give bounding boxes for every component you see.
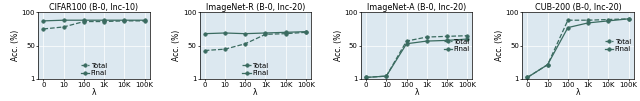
Line: Final: Final (42, 18, 147, 23)
Y-axis label: Acc. (%): Acc. (%) (172, 30, 181, 61)
Final (625, 18, 632, 19)
Final (262, 32, 269, 34)
Line: Total: Total (42, 19, 147, 31)
Line: Total: Total (525, 17, 630, 79)
Final (524, 77, 531, 78)
Total (362, 77, 370, 78)
Final (201, 33, 209, 34)
Total (221, 49, 229, 50)
Total (141, 20, 148, 22)
Final (80, 20, 88, 21)
Total (463, 35, 471, 36)
Final (60, 20, 68, 21)
Final (120, 20, 128, 21)
Final (302, 31, 310, 32)
Final (423, 41, 431, 42)
Title: ImageNet-R (B-0, Inc-20): ImageNet-R (B-0, Inc-20) (205, 3, 305, 12)
Total (544, 64, 552, 65)
Final (241, 33, 249, 34)
Total (40, 28, 47, 30)
Y-axis label: Acc. (%): Acc. (%) (11, 30, 20, 61)
Total (383, 75, 390, 77)
Total (403, 41, 410, 42)
Total (302, 32, 310, 33)
Total (584, 20, 592, 21)
Final (221, 32, 229, 34)
Total (262, 34, 269, 35)
Total (120, 20, 128, 22)
Legend: Total, Final: Total, Final (81, 62, 108, 77)
Line: Final: Final (525, 17, 630, 79)
Final (282, 32, 289, 33)
Line: Total: Total (364, 34, 469, 79)
Total (241, 43, 249, 44)
Line: Final: Final (203, 30, 308, 35)
Final (40, 20, 47, 22)
Title: ImageNet-A (B-0, Inc-20): ImageNet-A (B-0, Inc-20) (367, 3, 467, 12)
Legend: Total, Final: Total, Final (242, 62, 269, 77)
Total (282, 33, 289, 34)
Title: CUB-200 (B-0, Inc-20): CUB-200 (B-0, Inc-20) (534, 3, 621, 12)
X-axis label: λ: λ (92, 88, 96, 97)
Final (362, 77, 370, 78)
Total (423, 36, 431, 38)
Y-axis label: Acc. (%): Acc. (%) (333, 30, 342, 61)
Total (80, 21, 88, 22)
Legend: Total, Final: Total, Final (604, 38, 632, 53)
X-axis label: λ: λ (415, 88, 419, 97)
Final (141, 20, 148, 21)
Total (564, 20, 572, 21)
Final (443, 40, 451, 41)
Final (463, 38, 471, 40)
Total (100, 21, 108, 22)
Line: Final: Final (364, 37, 469, 79)
Final (403, 43, 410, 44)
Legend: Total, Final: Total, Final (443, 38, 470, 53)
Final (100, 20, 108, 21)
Final (584, 22, 592, 24)
Y-axis label: Acc. (%): Acc. (%) (495, 30, 504, 61)
Total (524, 77, 531, 78)
X-axis label: λ: λ (576, 88, 580, 97)
Final (383, 75, 390, 77)
Line: Total: Total (203, 31, 308, 52)
X-axis label: λ: λ (253, 88, 257, 97)
Total (60, 26, 68, 28)
Final (564, 27, 572, 28)
Final (604, 20, 612, 22)
Final (544, 64, 552, 65)
Total (604, 19, 612, 20)
Total (201, 50, 209, 51)
Title: CIFAR100 (B-0, Inc-10): CIFAR100 (B-0, Inc-10) (49, 3, 139, 12)
Total (443, 36, 451, 37)
Total (625, 18, 632, 19)
